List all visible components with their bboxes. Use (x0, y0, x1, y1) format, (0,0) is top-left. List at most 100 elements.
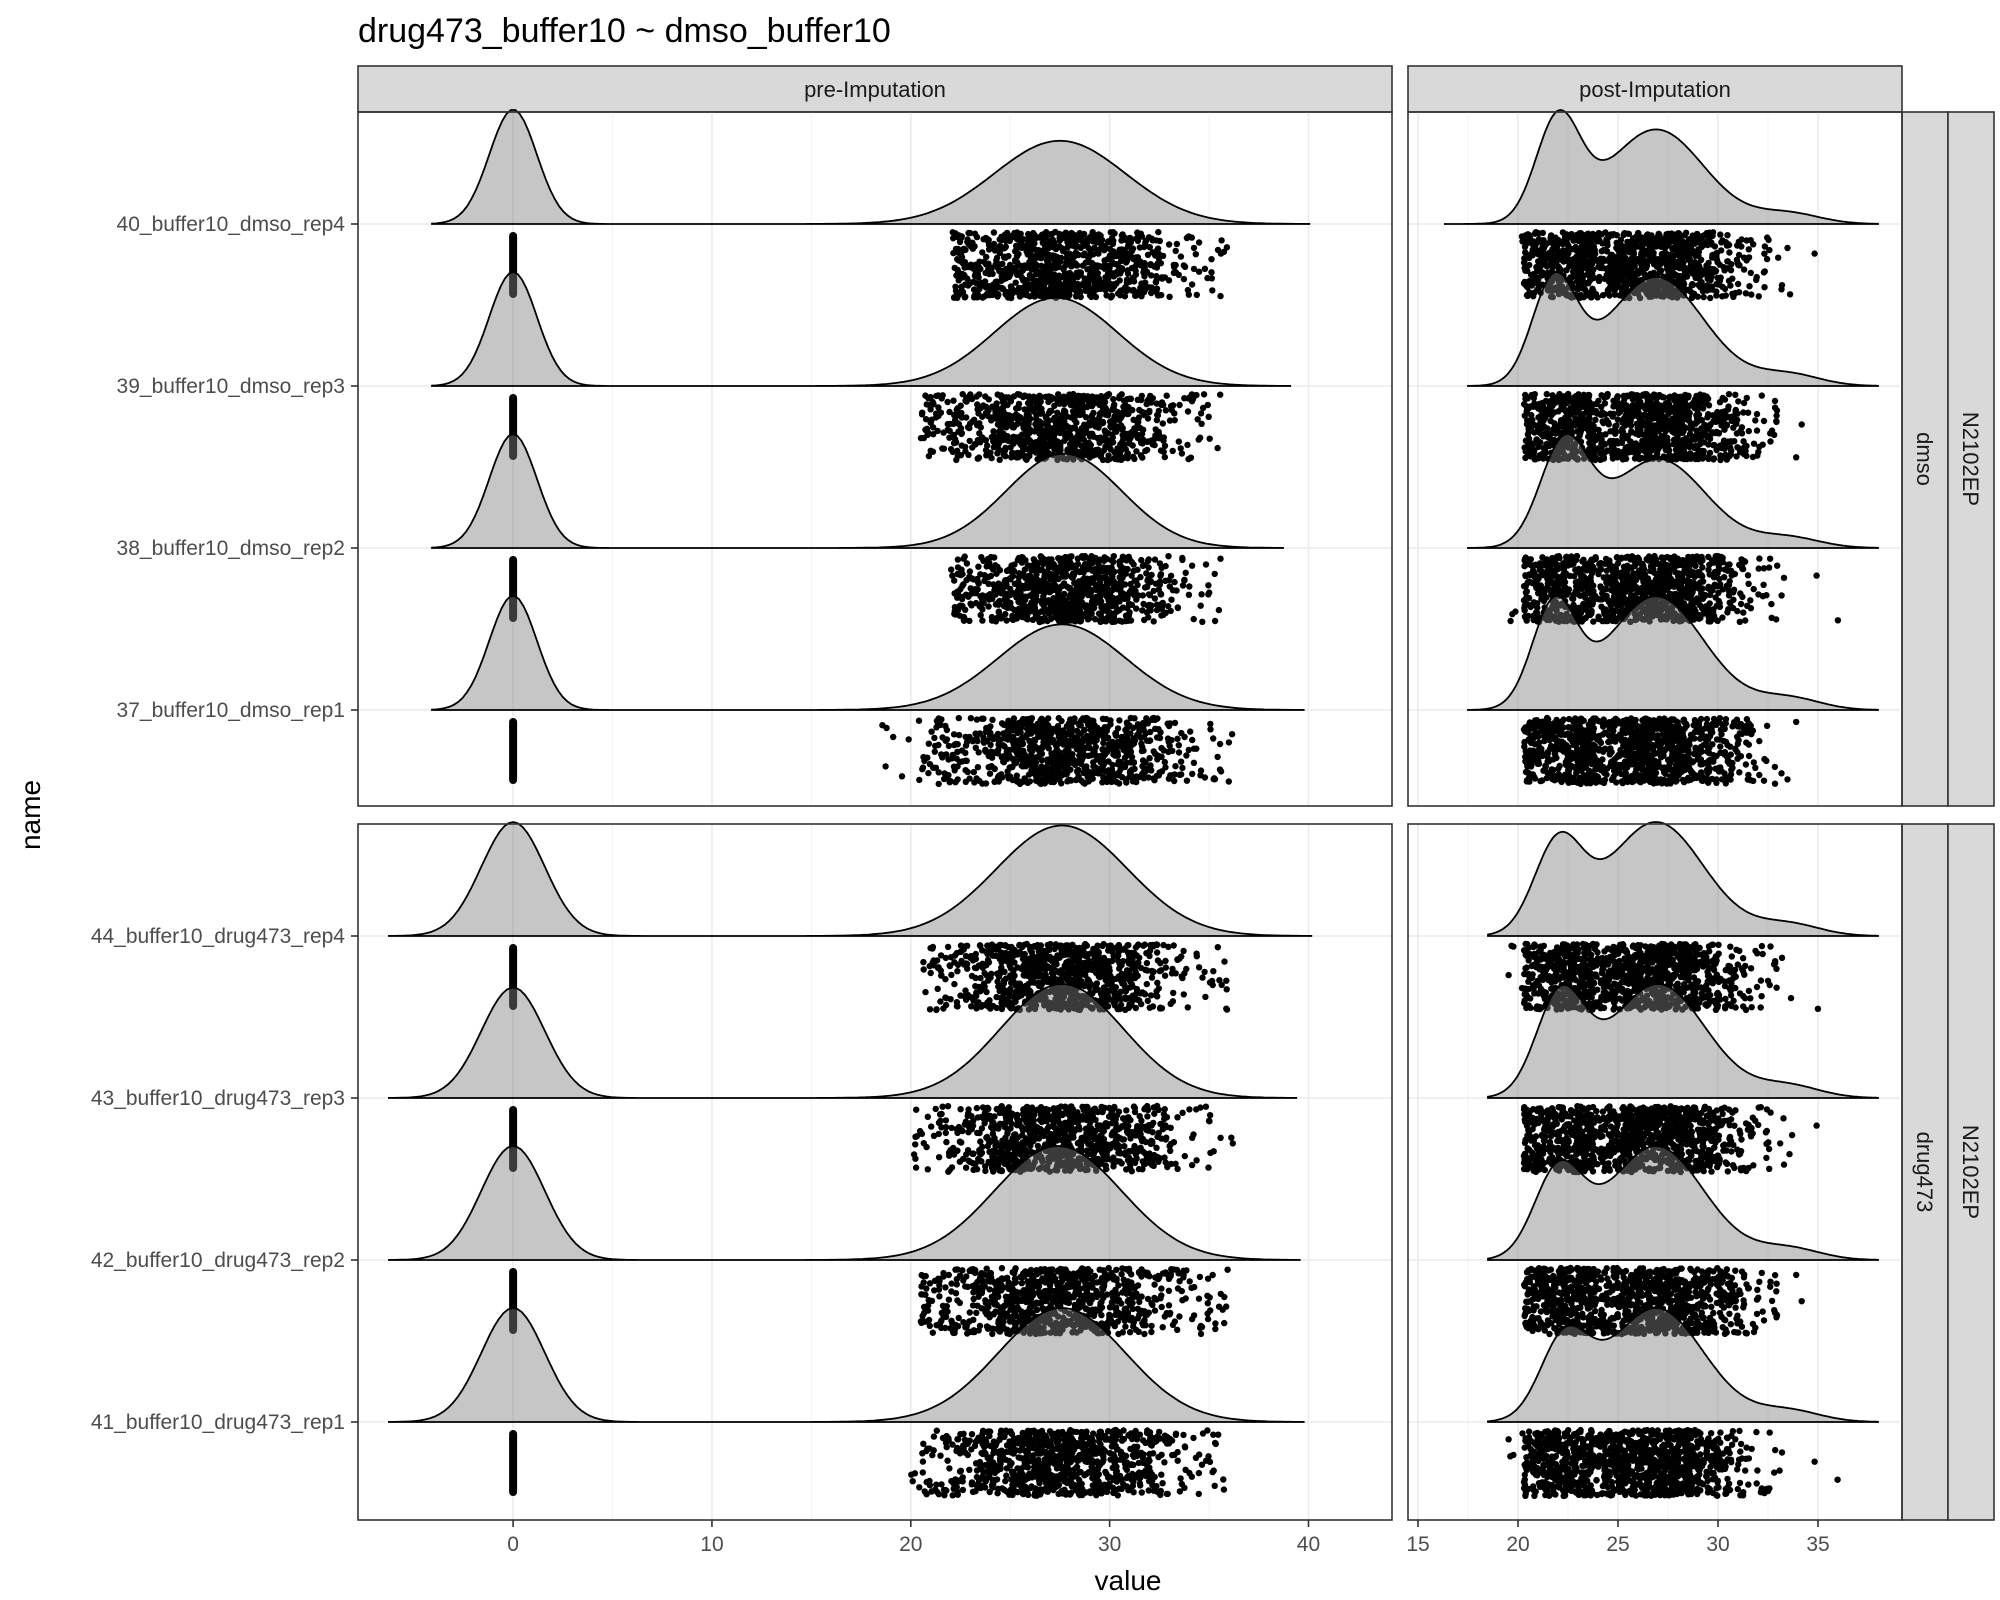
data-point (953, 755, 960, 762)
data-point (927, 447, 934, 454)
data-point (958, 414, 965, 421)
data-point (1056, 243, 1063, 250)
data-point (1161, 453, 1169, 461)
data-point (944, 420, 951, 428)
data-point (998, 392, 1005, 399)
data-point (1658, 236, 1665, 243)
data-point (1172, 763, 1179, 770)
data-point (1070, 740, 1077, 747)
data-point (1539, 244, 1546, 251)
density-ridge (431, 433, 1284, 549)
data-point (1002, 243, 1009, 250)
data-point (1154, 412, 1162, 419)
data-point (1086, 559, 1094, 567)
data-point (1761, 243, 1769, 250)
data-point (1175, 742, 1183, 749)
data-point (1058, 780, 1065, 787)
data-point (1747, 269, 1755, 277)
data-point (1746, 283, 1753, 290)
data-point (1735, 289, 1743, 296)
data-point (1207, 726, 1214, 733)
data-point (1639, 255, 1647, 262)
data-point (1067, 401, 1075, 409)
data-point (1214, 753, 1221, 761)
data-point (1175, 749, 1183, 756)
data-point (1027, 255, 1035, 262)
data-point (1181, 576, 1188, 583)
data-point (1093, 285, 1100, 293)
data-point (1733, 256, 1741, 263)
data-point (1189, 770, 1196, 778)
data-point (1040, 248, 1048, 255)
data-point (1198, 420, 1205, 427)
data-point (1202, 561, 1210, 568)
data-point (1151, 263, 1158, 270)
data-point (1106, 588, 1113, 595)
data-point (954, 447, 961, 454)
data-point (1148, 395, 1155, 402)
data-point (1118, 265, 1126, 272)
data-point (1127, 714, 1135, 722)
data-point (1650, 249, 1657, 257)
data-point (1187, 454, 1195, 461)
data-point (1098, 450, 1105, 457)
data-point (930, 431, 937, 438)
data-point (953, 406, 960, 414)
data-point (1585, 280, 1592, 287)
panel (1407, 109, 1903, 807)
data-point (1613, 244, 1620, 252)
data-point (1689, 247, 1696, 255)
data-point (1122, 570, 1129, 577)
data-point (1044, 568, 1051, 575)
data-point (1703, 229, 1711, 237)
data-point (1003, 424, 1010, 431)
data-point (1141, 288, 1148, 296)
data-point (1181, 263, 1189, 270)
data-point (1164, 735, 1172, 742)
data-point (1077, 609, 1084, 617)
data-point (1035, 254, 1043, 261)
data-point (1584, 243, 1591, 250)
data-point (1711, 243, 1719, 250)
data-point (1118, 237, 1125, 244)
data-point (990, 432, 998, 439)
data-point (1025, 230, 1032, 238)
data-point (951, 610, 958, 618)
data-point (1076, 229, 1083, 237)
data-point (1621, 282, 1629, 289)
data-point (1728, 261, 1735, 268)
data-point (974, 586, 981, 593)
data-point (1095, 727, 1103, 734)
data-point (928, 728, 935, 735)
data-point (973, 233, 981, 241)
data-point (1536, 264, 1544, 271)
data-point (966, 617, 973, 625)
data-point (1003, 567, 1011, 574)
data-point (1021, 596, 1029, 604)
data-point (1118, 391, 1125, 398)
row-strip-inner (1901, 823, 1949, 1521)
data-point (1223, 244, 1231, 251)
row-strip-inner (1901, 111, 1949, 807)
data-point (935, 769, 942, 776)
data-point (1104, 734, 1112, 741)
data-point (1211, 570, 1218, 578)
data-point (1025, 771, 1033, 778)
data-point (1633, 233, 1640, 240)
data-point (1037, 272, 1044, 279)
data-point (1166, 583, 1174, 590)
data-point (1009, 437, 1016, 444)
data-point (1713, 292, 1720, 299)
data-point (1062, 553, 1069, 561)
data-point (988, 265, 995, 272)
data-point (1722, 292, 1730, 299)
data-point (992, 733, 999, 740)
data-point (1714, 259, 1721, 266)
data-point (928, 401, 936, 408)
data-point (985, 596, 993, 603)
data-point (1095, 275, 1103, 282)
data-point (1028, 724, 1036, 731)
data-point (1084, 771, 1091, 779)
data-point (905, 736, 912, 743)
data-point (1158, 564, 1165, 571)
